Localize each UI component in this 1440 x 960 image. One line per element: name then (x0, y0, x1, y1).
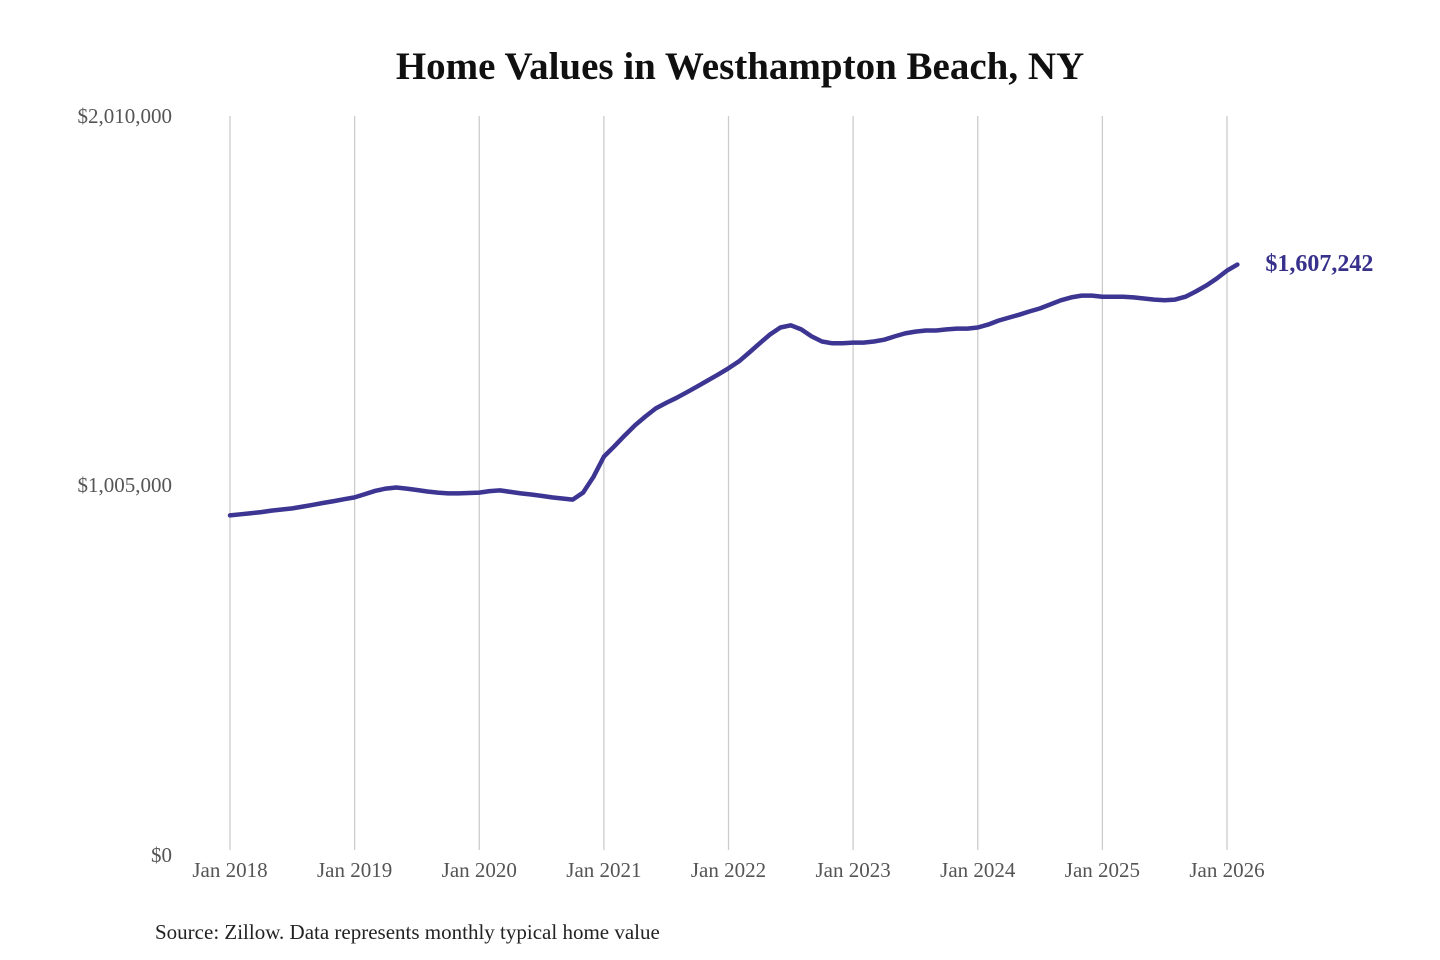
x-axis-tick-label: Jan 2022 (690, 858, 767, 882)
x-axis-tick-label: Jan 2026 (1189, 858, 1265, 882)
y-axis-tick-label: $0 (151, 842, 172, 867)
gridlines (229, 116, 1228, 850)
x-axis-tick-label: Jan 2019 (316, 858, 393, 882)
source-note: Source: Zillow. Data represents monthly … (155, 920, 660, 944)
y-axis-tick-label: $2,010,000 (77, 103, 173, 128)
x-axis-tick-label: Jan 2018 (192, 858, 268, 882)
home-value-line (227, 262, 1240, 518)
y-axis-tick-label: $1,005,000 (77, 473, 173, 497)
x-axis-tick-label: Jan 2025 (1064, 858, 1141, 882)
current-value-label: $1,607,242 (1265, 250, 1374, 277)
x-axis-tick-label: Jan 2024 (940, 858, 1016, 882)
chart-title: Home Values in Westhampton Beach, NY (395, 45, 1085, 88)
x-axis-tick-label: Jan 2020 (441, 858, 517, 882)
x-axis-tick-label: Jan 2021 (566, 858, 642, 882)
x-axis-tick-label: Jan 2023 (815, 858, 891, 882)
